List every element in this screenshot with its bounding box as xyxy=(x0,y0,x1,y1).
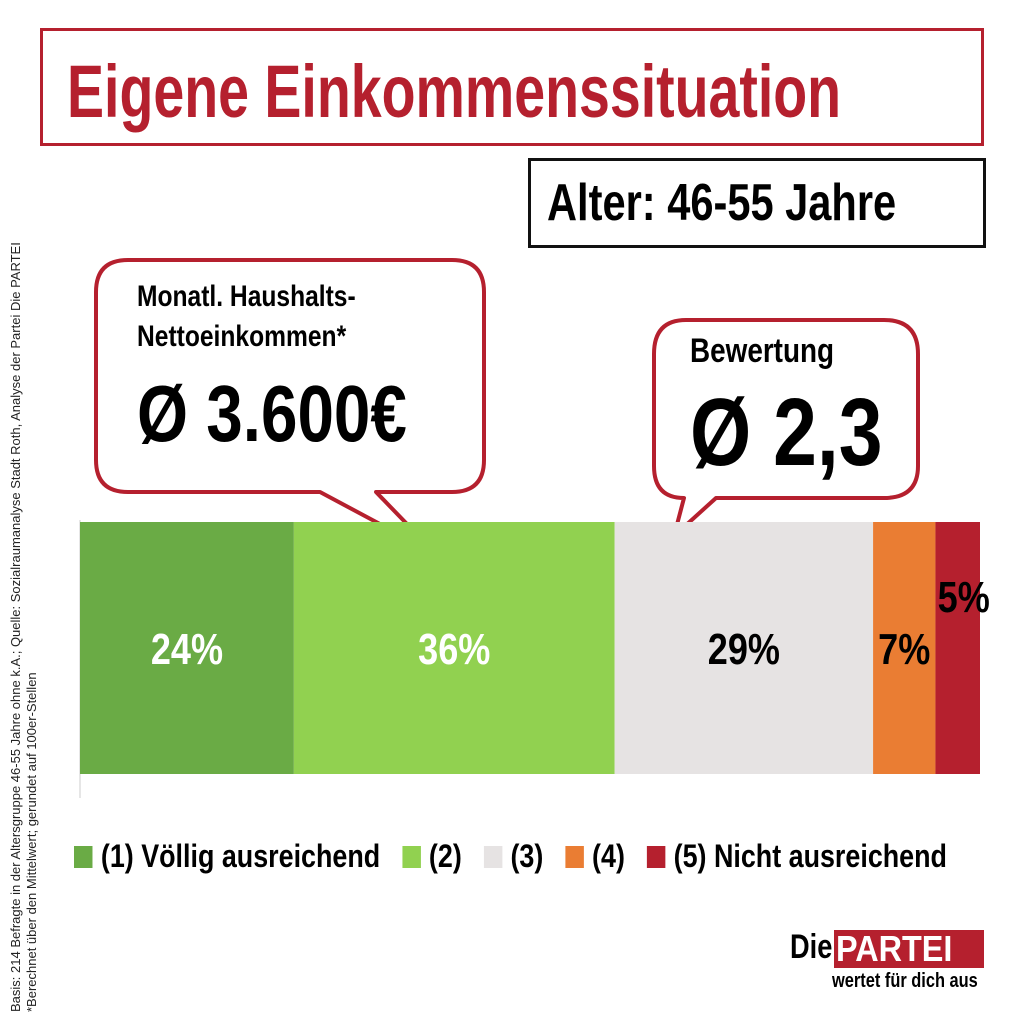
legend-label-5: (5) Nicht ausreichend xyxy=(673,838,947,874)
age-box: Alter: 46-55 Jahre xyxy=(528,158,986,248)
legend-label-1: (1) Völlig ausreichend xyxy=(100,838,381,874)
legend-label-3: (3) xyxy=(510,838,544,874)
source-note-line2: *Berechnet über den Mittelwert; gerundet… xyxy=(24,672,39,1012)
logo-name-background xyxy=(834,930,984,968)
legend-swatch-3 xyxy=(483,845,503,868)
party-logo: Die PARTEI wertet für dich aus xyxy=(790,928,1000,998)
legend-item-5: (5) Nicht ausreichend xyxy=(646,838,947,875)
logo-prefix: Die xyxy=(790,928,833,966)
income-label-line2: Nettoeinkommen* xyxy=(137,320,347,353)
legend-swatch-5 xyxy=(646,845,666,868)
bar-label-4: 7% xyxy=(878,625,930,674)
bar-segments xyxy=(80,522,980,774)
source-note: Basis: 214 Befragte in der Altersgruppe … xyxy=(8,132,40,1012)
legend-item-4: (4) xyxy=(565,838,625,875)
bar-segment-5 xyxy=(935,522,980,774)
bar-labels: 24% 36% 29% 7%5% xyxy=(151,573,990,674)
bar-label-5: 5% xyxy=(938,573,990,622)
source-note-line1: Basis: 214 Befragte in der Altersgruppe … xyxy=(8,242,23,1012)
legend-item-2: (2) xyxy=(402,838,462,875)
legend-swatch-4 xyxy=(565,845,584,868)
bar-segment-4 xyxy=(873,522,936,774)
title-box: Eigene Einkommenssituation xyxy=(40,28,984,146)
bar-segment-2 xyxy=(293,522,615,774)
chart-title: Eigene Einkommenssituation xyxy=(67,50,842,133)
bar-label-3: 29% xyxy=(708,625,780,674)
bar-segment-1 xyxy=(80,522,294,774)
legend: (1) Völlig ausreichend (2) (3) (4) (5) Nicht… xyxy=(74,838,969,875)
logo-slogan: wertet für dich aus xyxy=(832,970,978,992)
legend-item-1: (1) Völlig ausreichend xyxy=(74,838,380,875)
bar-segment-3 xyxy=(614,522,874,774)
income-label-line1: Monatl. Haushalts- xyxy=(137,280,356,313)
rating-label: Bewertung xyxy=(690,332,835,370)
rating-value: Ø 2,3 xyxy=(690,379,883,486)
bar-label-2: 36% xyxy=(418,625,490,674)
logo-name: PARTEI xyxy=(836,928,953,969)
legend-label-2: (2) xyxy=(428,838,462,874)
legend-label-4: (4) xyxy=(592,838,625,874)
legend-swatch-2 xyxy=(402,845,421,868)
legend-item-3: (3) xyxy=(483,838,544,875)
income-value: Ø 3.600€ xyxy=(137,369,407,458)
age-group-label: Alter: 46-55 Jahre xyxy=(547,174,897,232)
legend-swatch-1 xyxy=(74,845,93,868)
bar-label-1: 24% xyxy=(151,625,223,674)
